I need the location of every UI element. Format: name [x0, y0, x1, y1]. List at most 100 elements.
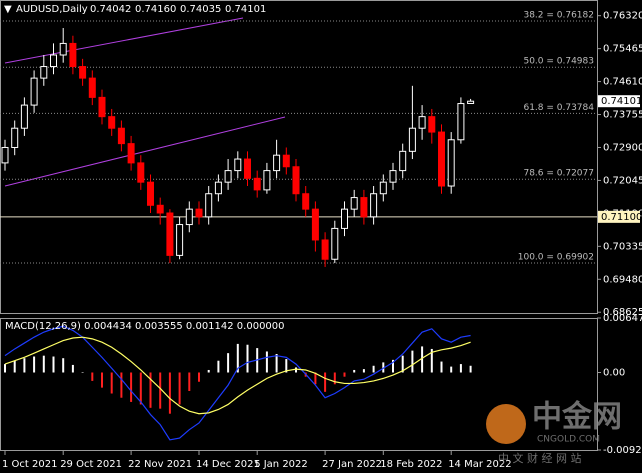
symbol: AUDUSD,Daily [16, 4, 88, 15]
fib-label: 78.6 = 0.72077 [523, 169, 594, 179]
histogram-bar [4, 364, 6, 373]
histogram-bar [110, 372, 113, 394]
histogram-bar [149, 372, 152, 408]
histogram-bar [52, 356, 55, 373]
candle-body [69, 42, 77, 68]
histogram-bar [130, 372, 133, 402]
histogram-bar [62, 358, 65, 373]
histogram-bar [401, 355, 404, 373]
fib-label: 38.2 = 0.76182 [523, 11, 594, 21]
watermark-logo [486, 404, 526, 444]
candle-body [350, 197, 358, 210]
candle-body [176, 224, 184, 256]
macd-panel [0, 318, 598, 451]
candle-body [205, 193, 213, 218]
candle-body [321, 239, 329, 260]
candle-body [331, 227, 339, 260]
y-tick-label: 0.72900 [603, 142, 642, 153]
y-tick-label: 0.006479 [603, 313, 642, 324]
y-tick-label: 0.00 [603, 367, 625, 378]
candle-body [282, 154, 290, 168]
channel-line [4, 17, 244, 64]
candle-body [428, 116, 436, 133]
histogram-bar [362, 369, 365, 373]
histogram-bar [382, 362, 385, 373]
y-tick-label: -0.009215 [603, 445, 642, 456]
y-tick-label: 0.69480 [603, 274, 642, 285]
candle-body [234, 158, 242, 172]
candle-body [214, 181, 222, 195]
candle-body [389, 170, 397, 183]
hline-label: 0.71100 [601, 212, 642, 223]
histogram-bar [265, 351, 268, 373]
candle-body [166, 212, 174, 256]
y-tick-label: 0.68625 [603, 307, 642, 318]
candle-body [224, 170, 232, 183]
histogram-bar [236, 343, 239, 373]
candle-body [263, 170, 271, 191]
histogram-bar [207, 369, 210, 373]
hline-box [598, 210, 640, 223]
fib-label: 100.0 = 0.69902 [518, 253, 594, 263]
candle-body [117, 127, 125, 145]
y-tick-label: 0.74610 [603, 77, 642, 88]
price-label: 0.74101 [601, 96, 642, 107]
header-value: 0.74035 [180, 4, 221, 15]
histogram-bar [314, 372, 317, 385]
candle-body [40, 66, 48, 79]
x-tick-label: 22 Nov 2021 [128, 459, 192, 470]
candle-body [98, 96, 106, 118]
candle-body [244, 158, 251, 179]
histogram-bar [333, 372, 336, 385]
candle-body [438, 131, 445, 187]
histogram-bar [101, 372, 103, 388]
candle-body [253, 177, 261, 191]
histogram-bar [459, 364, 462, 373]
price-panel [0, 0, 598, 314]
header-value: 0.74160 [135, 4, 176, 15]
histogram-bar [13, 360, 16, 373]
signal-line [4, 336, 471, 415]
histogram-bar [343, 372, 346, 377]
watermark-slogan: 中 文 财 经 网 站 [498, 451, 581, 465]
histogram-bar [188, 372, 191, 391]
histogram-bar [372, 365, 375, 373]
y-tick-label: 0.70335 [603, 241, 642, 252]
histogram-bar [324, 372, 327, 392]
histogram-bar [285, 359, 288, 373]
macd-title: MACD(12,26,9) 0.004434 0.003555 0.001142… [5, 321, 285, 332]
histogram-bar [411, 350, 414, 373]
candle-body [79, 66, 87, 79]
candle-body [50, 54, 57, 68]
histogram-bar [42, 355, 45, 373]
histogram-bar [168, 372, 171, 414]
candle-body [147, 181, 154, 206]
candle-body [399, 150, 407, 172]
histogram-bar [71, 364, 74, 373]
histogram-bar [450, 366, 453, 373]
candle-body [88, 77, 96, 98]
candle-body [302, 193, 310, 210]
histogram-bar [81, 372, 84, 373]
candle-body [292, 166, 300, 195]
fib-label: 50.0 = 0.74983 [523, 57, 594, 67]
x-tick-label: 14 Mar 2022 [448, 459, 511, 470]
histogram-bar [430, 348, 433, 373]
candle-body [457, 103, 465, 141]
x-tick-label: 18 Feb 2022 [380, 459, 442, 470]
histogram-bar [139, 372, 142, 405]
histogram-bar [353, 369, 356, 373]
candle-body [195, 208, 203, 218]
candle-body [408, 127, 416, 152]
candle-body [137, 162, 145, 183]
histogram-bar [392, 359, 394, 373]
x-tick-label: 1 Oct 2021 [2, 459, 57, 470]
candle-body [185, 208, 193, 226]
candle-body [447, 139, 455, 187]
x-tick-label: 29 Oct 2021 [60, 459, 122, 470]
candle-body [127, 143, 135, 164]
candle-body [156, 204, 164, 214]
histogram-bar [217, 360, 220, 373]
header-value: 0.74042 [90, 4, 131, 15]
y-tick-label: 0.73755 [603, 110, 642, 121]
